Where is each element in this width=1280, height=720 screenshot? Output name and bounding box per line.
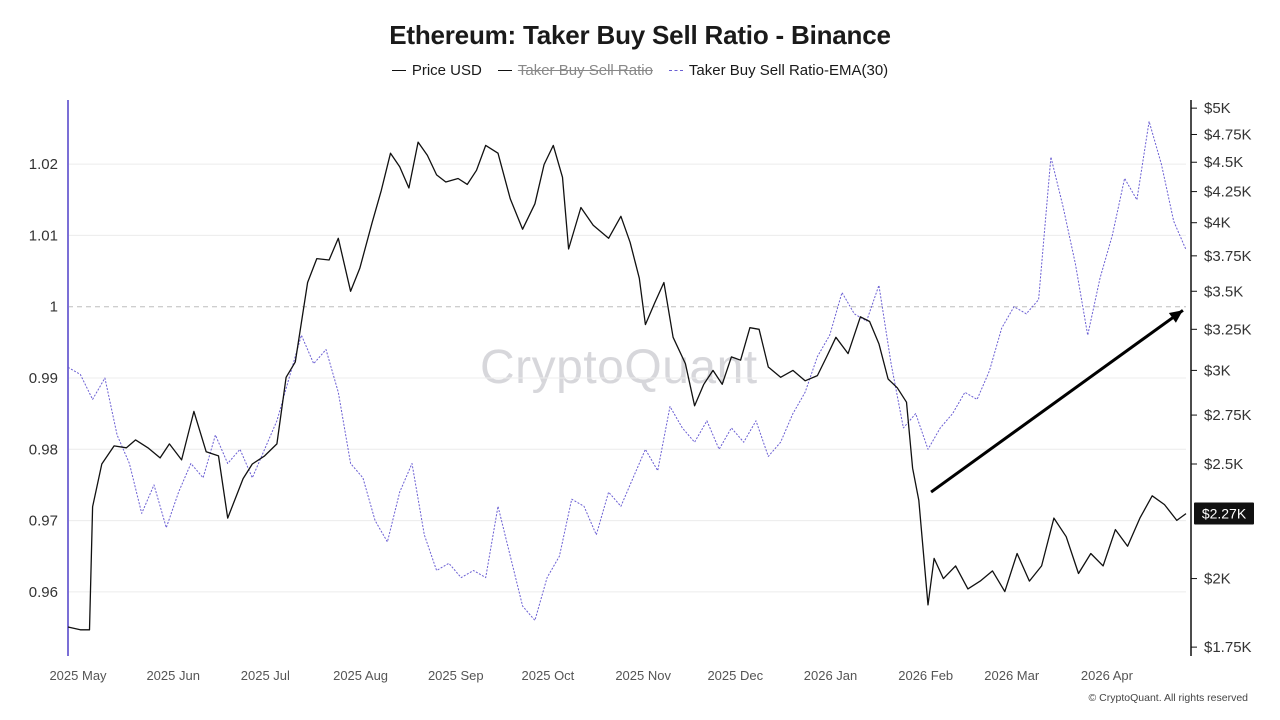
- right-axis-tick-label: $4.25K: [1204, 184, 1252, 201]
- legend-swatch-ema: [668, 70, 683, 71]
- right-axis-tick-label: $4.5K: [1204, 154, 1243, 171]
- right-axis-tick-label: $1.75K: [1204, 639, 1252, 656]
- x-axis-tick-label: 2025 Sep: [428, 668, 484, 683]
- last-value-badge: [1194, 502, 1254, 525]
- x-axis-tick-label: 2026 Mar: [984, 668, 1040, 683]
- legend: Price USD Taker Buy Sell Ratio Taker Buy…: [0, 62, 1280, 79]
- left-axis-tick-label: 0.97: [29, 513, 58, 530]
- legend-swatch-ratio: [497, 70, 512, 71]
- trend-arrow-head: [1168, 310, 1183, 323]
- legend-label-ema: Taker Buy Sell Ratio-EMA(30): [688, 62, 889, 79]
- x-axis-tick-label: 2026 Jan: [804, 668, 858, 683]
- series-line-price: [67, 141, 1187, 631]
- legend-item-ratio[interactable]: Taker Buy Sell Ratio: [497, 62, 653, 79]
- x-axis-tick-label: 2025 May: [49, 668, 107, 683]
- right-axis-tick-label: $3.75K: [1204, 248, 1252, 265]
- x-axis-tick-label: 2025 Jun: [146, 668, 200, 683]
- x-axis-tick-label: 2025 Dec: [707, 668, 763, 683]
- watermark: CryptoQuant: [480, 341, 758, 394]
- left-axis-tick-label: 0.96: [29, 584, 58, 601]
- series-line-ema: [67, 120, 1187, 621]
- left-axis-tick-label: 1.02: [29, 156, 58, 173]
- x-axis-tick-label: 2025 Oct: [522, 668, 575, 683]
- legend-item-ema[interactable]: Taker Buy Sell Ratio-EMA(30): [668, 62, 889, 79]
- x-axis-tick-label: 2025 Jul: [241, 668, 290, 683]
- left-axis-tick-label: 0.98: [29, 441, 58, 458]
- x-axis-tick-label: 2025 Aug: [333, 668, 388, 683]
- left-axis-tick-label: 1.01: [29, 227, 58, 244]
- legend-label-price: Price USD: [411, 62, 482, 79]
- right-axis-tick-label: $5K: [1204, 100, 1231, 117]
- left-axis-tick-label: 0.99: [29, 370, 58, 387]
- right-axis-tick-label: $2.75K: [1204, 407, 1252, 424]
- right-axis-tick-label: $2K: [1204, 571, 1231, 588]
- trend-arrow-line: [930, 309, 1184, 494]
- legend-swatch-price: [391, 70, 406, 71]
- left-axis-tick-label: 1: [50, 299, 58, 316]
- legend-label-ratio: Taker Buy Sell Ratio: [517, 62, 653, 79]
- chart-title: Ethereum: Taker Buy Sell Ratio - Binance: [389, 20, 891, 50]
- x-axis-tick-label: 2026 Apr: [1081, 668, 1134, 683]
- last-value-label: $2.27K: [1202, 506, 1247, 522]
- right-axis-tick-label: $4.75K: [1204, 126, 1252, 143]
- right-axis-tick-label: $3.25K: [1204, 321, 1252, 338]
- x-axis-tick-label: 2025 Nov: [615, 668, 671, 683]
- legend-item-price[interactable]: Price USD: [391, 62, 482, 79]
- copyright: © CryptoQuant. All rights reserved: [1088, 692, 1248, 704]
- x-axis-tick-label: 2026 Feb: [898, 668, 953, 683]
- right-axis-tick-label: $3.5K: [1204, 283, 1243, 300]
- right-axis-tick-label: $4K: [1204, 215, 1231, 232]
- right-axis-tick-label: $2.5K: [1204, 456, 1243, 473]
- right-axis-tick-label: $3K: [1204, 362, 1231, 379]
